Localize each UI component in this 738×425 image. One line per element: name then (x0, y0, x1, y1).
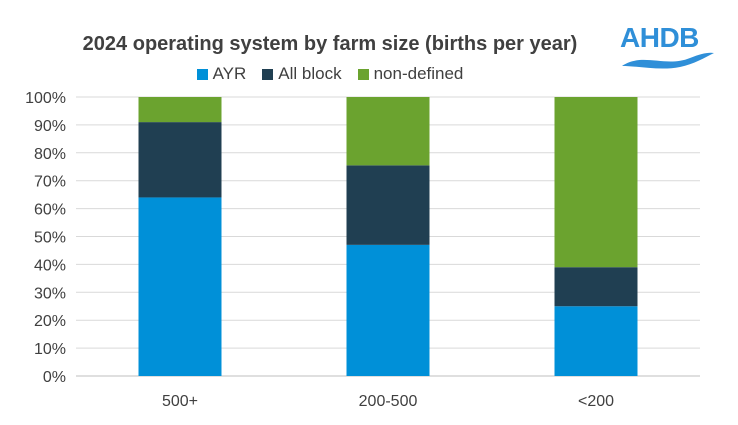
wave-icon (622, 52, 714, 69)
bar-ayr (346, 244, 430, 376)
y-tick-label: 80% (34, 146, 66, 163)
bar-non-defined (346, 97, 430, 166)
legend-item-all-block: All block (262, 64, 342, 84)
bar-ayr (138, 197, 222, 376)
y-tick-label: 100% (25, 90, 66, 107)
logo-text: AHDB (620, 22, 699, 53)
bar-all-block (346, 165, 430, 245)
x-tick-label: 200-500 (359, 393, 418, 410)
legend-item-non-defined: non-defined (357, 64, 464, 84)
y-tick-label: 90% (34, 118, 66, 135)
y-tick-label: 40% (34, 257, 66, 274)
bar-non-defined (138, 97, 222, 123)
y-tick-label: 20% (34, 313, 66, 330)
x-tick-label: <200 (578, 393, 614, 410)
legend-label-ayr: AYR (212, 64, 247, 83)
y-tick-label: 30% (34, 285, 66, 302)
y-tick-label: 60% (34, 202, 66, 219)
legend-swatch-all-block (262, 68, 274, 80)
y-tick-label: 0% (43, 369, 66, 386)
legend: AYR All block non-defined (0, 64, 660, 84)
legend-item-ayr: AYR (196, 64, 247, 84)
bar-all-block (138, 122, 222, 198)
bar-all-block (554, 267, 638, 307)
legend-swatch-non-defined (357, 68, 369, 80)
chart-title: 2024 operating system by farm size (birt… (82, 33, 578, 55)
bar-ayr (554, 306, 638, 376)
y-tick-label: 50% (34, 230, 66, 247)
ahdb-logo: AHDB (620, 22, 716, 72)
x-tick-label: 500+ (162, 393, 198, 410)
y-tick-label: 70% (34, 174, 66, 191)
y-tick-label: 10% (34, 341, 66, 358)
bar-non-defined (554, 97, 638, 268)
legend-label-all-block: All block (278, 64, 342, 83)
legend-label-non-defined: non-defined (373, 64, 464, 83)
legend-swatch-ayr (196, 68, 208, 80)
